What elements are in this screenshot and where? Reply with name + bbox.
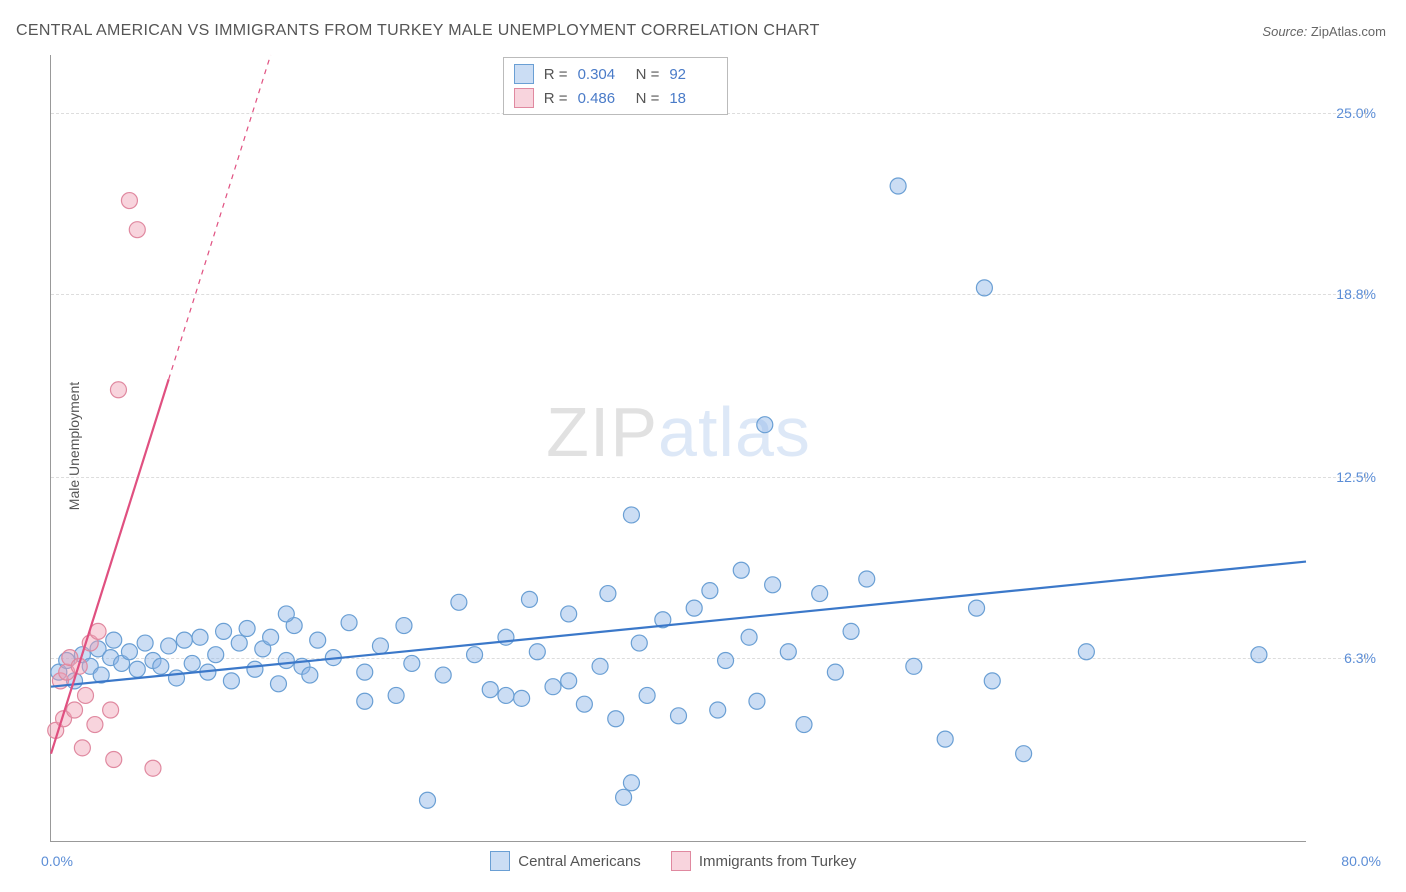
bottom-legend: Central Americans Immigrants from Turkey bbox=[490, 851, 856, 871]
y-tick-label: 25.0% bbox=[1336, 105, 1376, 121]
n-value-series1: 92 bbox=[669, 66, 717, 83]
legend-label-series1: Central Americans bbox=[518, 853, 641, 870]
swatch-series1 bbox=[490, 851, 510, 871]
r-value-series2: 0.486 bbox=[578, 90, 626, 107]
source-attribution: Source: ZipAtlas.com bbox=[1262, 24, 1386, 39]
y-tick-label: 6.3% bbox=[1344, 650, 1376, 666]
n-label: N = bbox=[636, 90, 660, 107]
correlation-stats-box: R = 0.304 N = 92 R = 0.486 N = 18 bbox=[503, 57, 729, 115]
source-value: ZipAtlas.com bbox=[1311, 24, 1386, 39]
legend-item-series2: Immigrants from Turkey bbox=[671, 851, 857, 871]
stats-row-series1: R = 0.304 N = 92 bbox=[514, 62, 718, 86]
source-label: Source: bbox=[1262, 24, 1307, 39]
x-tick-min: 0.0% bbox=[41, 853, 73, 869]
r-value-series1: 0.304 bbox=[578, 66, 626, 83]
legend-label-series2: Immigrants from Turkey bbox=[699, 853, 857, 870]
chart-title: CENTRAL AMERICAN VS IMMIGRANTS FROM TURK… bbox=[16, 22, 820, 40]
swatch-series2 bbox=[514, 88, 534, 108]
n-value-series2: 18 bbox=[669, 90, 717, 107]
legend-item-series1: Central Americans bbox=[490, 851, 641, 871]
swatch-series1 bbox=[514, 64, 534, 84]
swatch-series2 bbox=[671, 851, 691, 871]
plot-area: ZIPatlas 6.3%12.5%18.8%25.0% R = 0.304 N… bbox=[50, 55, 1306, 842]
scatter-plot-svg bbox=[51, 55, 1306, 841]
x-tick-max: 80.0% bbox=[1341, 853, 1381, 869]
r-label: R = bbox=[544, 66, 568, 83]
y-tick-label: 12.5% bbox=[1336, 469, 1376, 485]
stats-row-series2: R = 0.486 N = 18 bbox=[514, 86, 718, 110]
r-label: R = bbox=[544, 90, 568, 107]
y-tick-label: 18.8% bbox=[1336, 286, 1376, 302]
n-label: N = bbox=[636, 66, 660, 83]
